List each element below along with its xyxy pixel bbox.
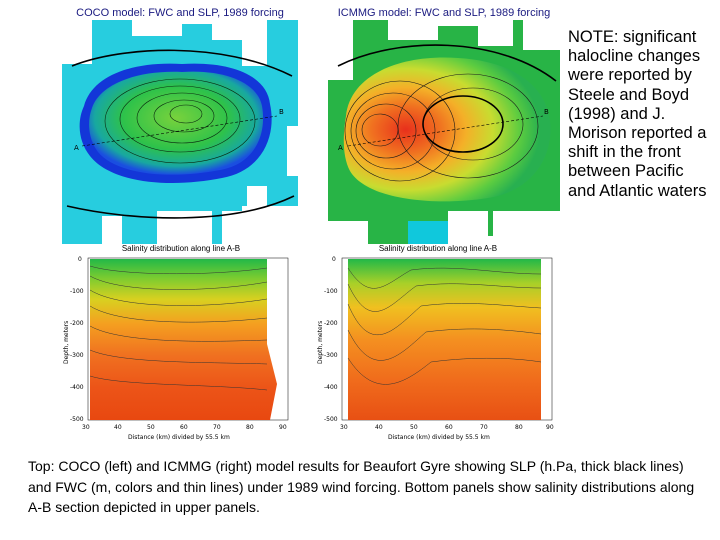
icmmg-x-tick-0: 30 [340,424,348,431]
coco-y-tick-3: -300 [70,352,84,359]
coco-x-tick-4: 70 [213,424,221,431]
icmmg-y-tick-0: 0 [332,256,336,263]
icmmg-fwc-map: A B ICMMG model: FWC and SLP, 1989 forci… [328,6,560,244]
icmmg-x-tick-1: 40 [375,424,383,431]
icmmg-y-tick-1: -100 [324,288,338,295]
icmmg-map-image: A B [328,16,560,244]
coco-salinity-section: 0 -100 -200 -300 -400 -500 30 40 50 60 7… [62,244,300,444]
icmmg-x-tick-4: 70 [480,424,488,431]
icmmg-x-tick-5: 80 [515,424,523,431]
coco-y-tick-5: -500 [70,416,84,423]
coco-x-tick-0: 30 [82,424,90,431]
icmmg-x-label: Distance (km) divided by 55.5 km [388,434,490,441]
coco-map-label-a: A [74,144,79,152]
icmmg-section-plot: 0 -100 -200 -300 -400 -500 30 40 50 60 7… [317,256,554,441]
coco-x-tick-5: 80 [246,424,254,431]
icmmg-section-title: Salinity distribution along line A-B [378,244,498,253]
icmmg-x-tick-2: 50 [410,424,418,431]
icmmg-y-tick-5: -500 [324,416,338,423]
coco-x-tick-1: 40 [114,424,122,431]
icmmg-x-tick-6: 90 [546,424,554,431]
coco-x-tick-2: 50 [147,424,155,431]
coco-x-tick-6: 90 [279,424,287,431]
icmmg-y-tick-3: -300 [324,352,338,359]
coco-y-tick-2: -200 [70,320,84,327]
coco-y-tick-1: -100 [70,288,84,295]
icmmg-map-title: ICMMG model: FWC and SLP, 1989 forcing [328,6,560,20]
coco-fwc-map: A B COCO model: FWC and SLP, 1989 forcin… [62,6,298,244]
coco-y-tick-4: -400 [70,384,84,391]
icmmg-map-label-a: A [338,144,343,152]
coco-x-tick-3: 60 [180,424,188,431]
coco-section-plot: 0 -100 -200 -300 -400 -500 30 40 50 60 7… [63,256,289,441]
coco-section-title: Salinity distribution along line A-B [121,244,241,253]
coco-map-title: COCO model: FWC and SLP, 1989 forcing [62,6,298,20]
icmmg-map-label-b: B [544,108,549,116]
coco-x-label: Distance (km) divided by 55.5 km [128,434,230,441]
coco-y-tick-0: 0 [78,256,82,263]
note-text: NOTE: significant halocline changes were… [568,28,707,200]
icmmg-salinity-section: 0 -100 -200 -300 -400 -500 30 40 50 60 7… [316,244,560,444]
icmmg-y-tick-2: -200 [324,320,338,327]
icmmg-y-label: Depth, meters [317,321,324,364]
icmmg-y-tick-4: -400 [324,384,338,391]
icmmg-x-tick-3: 60 [445,424,453,431]
coco-map-label-b: B [279,108,284,116]
coco-map-image: A B [62,16,298,244]
figure-caption: Top: COCO (left) and ICMMG (right) model… [28,458,695,515]
coco-y-label: Depth, meters [63,321,70,364]
